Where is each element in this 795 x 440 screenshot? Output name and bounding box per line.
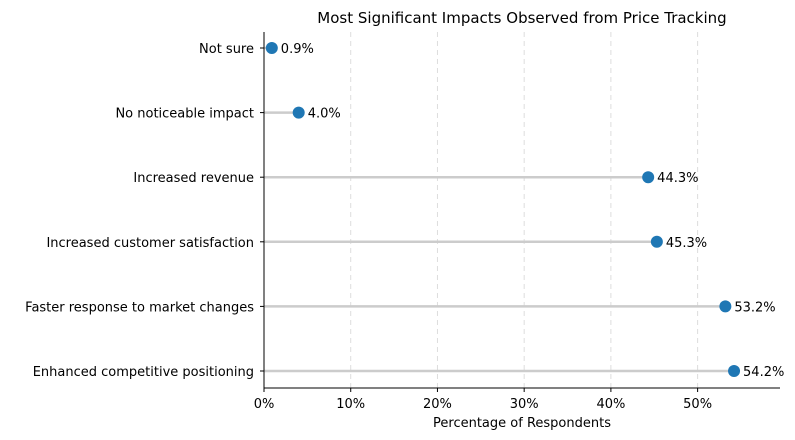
x-tick-label: 30% — [510, 397, 539, 412]
x-ticks: 0% 10% 20% 30% 40% 50% — [254, 388, 712, 412]
category-label: Increased revenue — [133, 171, 254, 186]
value-label: 53.2% — [734, 300, 775, 315]
lollipop-marker — [292, 106, 305, 119]
x-tick-label: 20% — [423, 397, 452, 412]
value-label: 4.0% — [308, 107, 341, 122]
value-label: 0.9% — [281, 42, 314, 57]
value-label: 44.3% — [657, 171, 698, 186]
category-labels: Not sure No noticeable impact Increased re… — [25, 42, 254, 380]
lollipop-markers — [265, 42, 741, 377]
lollipop-marker — [719, 300, 732, 313]
x-gridlines — [350, 32, 699, 388]
category-label: Faster response to market changes — [25, 300, 254, 315]
x-tick-label: 10% — [336, 397, 365, 412]
lollipop-marker — [728, 365, 741, 377]
x-tick-label: 50% — [683, 397, 712, 412]
lollipop-stems — [264, 46, 735, 373]
value-label: 45.3% — [666, 236, 707, 251]
x-axis-label: Percentage of Respondents — [433, 416, 611, 431]
x-tick-label: 0% — [254, 397, 275, 412]
lollipop-marker — [265, 42, 278, 54]
value-label: 54.2% — [743, 365, 784, 380]
lollipop-marker — [650, 235, 663, 248]
chart-title: Most Significant Impacts Observed from P… — [317, 9, 726, 27]
lollipop-marker — [642, 171, 655, 184]
category-label: No noticeable impact — [115, 107, 254, 122]
value-labels: 0.9% 4.0% 44.3% 45.3% 53.2% 54.2% — [281, 42, 785, 380]
x-tick-label: 40% — [596, 397, 625, 412]
category-label: Increased customer satisfaction — [46, 236, 254, 251]
category-label: Enhanced competitive positioning — [33, 365, 254, 380]
category-label: Not sure — [199, 42, 254, 57]
axes — [260, 32, 780, 389]
